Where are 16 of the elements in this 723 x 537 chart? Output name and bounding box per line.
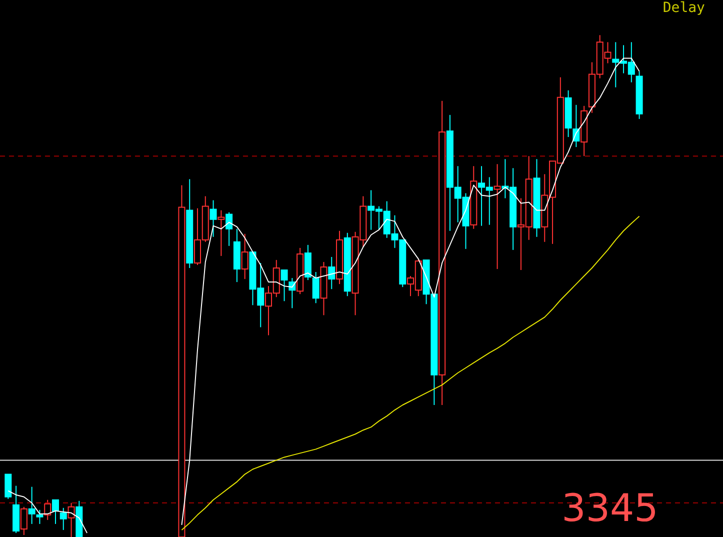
- candlestick: [280, 270, 288, 302]
- candlestick: [218, 210, 225, 256]
- annotation: 3345: [562, 486, 658, 530]
- candlestick: [210, 200, 217, 238]
- candlestick: [226, 212, 233, 246]
- candlestick: [36, 509, 44, 524]
- candlestick: [28, 486, 36, 524]
- candlestick: [52, 499, 59, 524]
- candlestick: [328, 256, 336, 290]
- candlestick: [4, 474, 12, 500]
- candlestick: [241, 233, 248, 280]
- candlestick: [44, 499, 52, 520]
- text: Delay: [662, 0, 705, 16]
- candlestick: [60, 507, 67, 530]
- candlestick: [494, 164, 501, 270]
- candlestick: [312, 272, 320, 304]
